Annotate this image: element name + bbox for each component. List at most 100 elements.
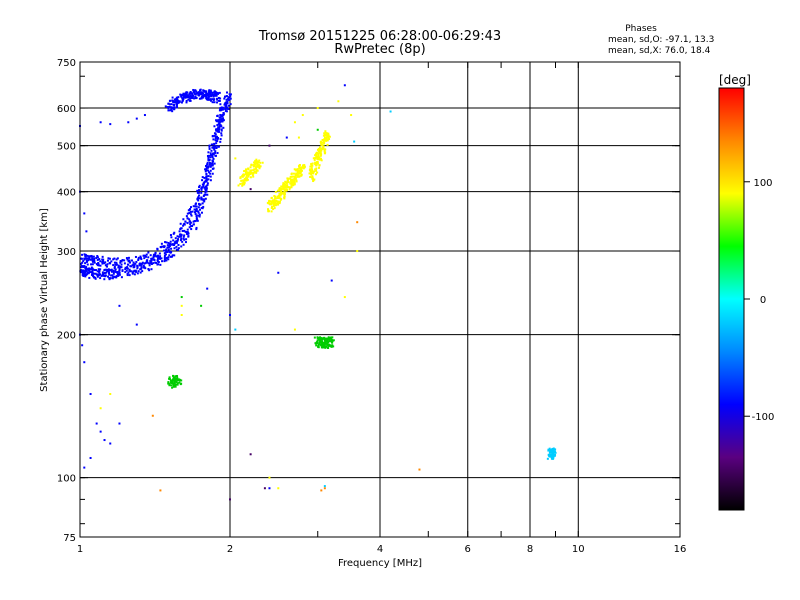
echo-point [290, 181, 293, 184]
echo-point [99, 273, 102, 276]
echo-point [101, 271, 104, 274]
echo-point [81, 253, 84, 256]
echo-point [123, 262, 126, 265]
echo-point [220, 114, 223, 117]
echo-point [88, 256, 91, 259]
echo-point [317, 337, 320, 340]
echo-point [220, 132, 223, 135]
echo-point [227, 96, 230, 99]
echo-point [126, 263, 129, 266]
echo-point [327, 134, 330, 137]
echo-point [101, 255, 104, 258]
echo-point [108, 268, 111, 271]
echo-point [317, 344, 320, 347]
echo-point [125, 269, 128, 272]
echo-point [309, 168, 312, 171]
echo-point [211, 91, 214, 94]
echo-point [316, 162, 319, 165]
echo-point [88, 255, 91, 258]
echo-point [210, 149, 213, 152]
echo-point [205, 169, 208, 172]
echo-point [332, 345, 335, 348]
echo-point [554, 453, 557, 456]
echo-point [90, 268, 93, 271]
echo-point [85, 270, 88, 273]
echo-point [310, 171, 313, 174]
echo-point [219, 124, 222, 127]
echo-point [221, 108, 224, 111]
echo-point [208, 144, 211, 147]
echo-point [243, 170, 246, 173]
echo-point [198, 213, 201, 216]
echo-point [137, 270, 140, 273]
echo-point [132, 270, 135, 273]
echo-point [261, 161, 264, 164]
echo-point [200, 97, 203, 100]
echo-point [280, 188, 283, 191]
echo-point [186, 217, 189, 220]
echo-point [210, 164, 213, 167]
echo-point [332, 339, 335, 342]
x-tick-label: 16 [674, 544, 687, 555]
echo-point [245, 168, 248, 171]
echo-point [150, 259, 153, 262]
echo-point [211, 160, 214, 163]
echo-point [80, 266, 83, 269]
echo-point [179, 235, 182, 238]
echo-point [226, 100, 229, 103]
echo-point [193, 208, 196, 211]
echo-point [551, 450, 554, 453]
echo-point [99, 268, 102, 271]
echo-point [316, 336, 319, 339]
echo-point [203, 200, 206, 203]
echo-point [191, 210, 194, 213]
echo-point [268, 199, 271, 202]
echo-point [218, 91, 221, 94]
echo-point [82, 269, 85, 272]
echo-point [195, 218, 198, 221]
echo-point [286, 184, 289, 187]
echo-point [218, 116, 221, 119]
echo-point [204, 193, 207, 196]
echo-point [317, 154, 320, 157]
echo-point [171, 254, 174, 257]
echo-point [258, 164, 261, 167]
echo-point [168, 378, 171, 381]
colorbar-tick-label: 100 [753, 178, 772, 189]
echo-point [255, 162, 258, 165]
echo-point [182, 92, 185, 95]
echo-point [161, 260, 164, 263]
echo-point [214, 133, 217, 136]
echo-point [220, 106, 223, 109]
echo-point [553, 450, 556, 453]
echo-point [298, 166, 301, 169]
echo-point [144, 262, 147, 265]
echo-point [175, 240, 178, 243]
echo-point [167, 102, 170, 105]
grid [80, 62, 680, 537]
echo-point [196, 219, 199, 222]
echo-point [201, 94, 204, 97]
echo-point [208, 98, 211, 101]
echo-point [95, 422, 98, 425]
echo-point [243, 183, 246, 186]
echo-point [184, 92, 187, 95]
echo-point [213, 94, 216, 97]
echo-point [123, 259, 126, 262]
echo-point [316, 339, 319, 342]
echo-point [131, 272, 134, 275]
echo-point [117, 264, 120, 267]
echo-point [211, 163, 214, 166]
echo-point [128, 274, 131, 277]
echo-point [166, 251, 169, 254]
echo-point [167, 258, 170, 261]
echo-point [152, 256, 155, 259]
echo-point [206, 92, 209, 95]
echo-point [203, 181, 206, 184]
x-tick-label: 2 [227, 544, 233, 555]
echo-point [190, 228, 193, 231]
y-tick-label: 500 [57, 142, 76, 153]
echo-point [213, 148, 216, 151]
echo-point [353, 140, 356, 143]
echo-point [293, 121, 296, 124]
